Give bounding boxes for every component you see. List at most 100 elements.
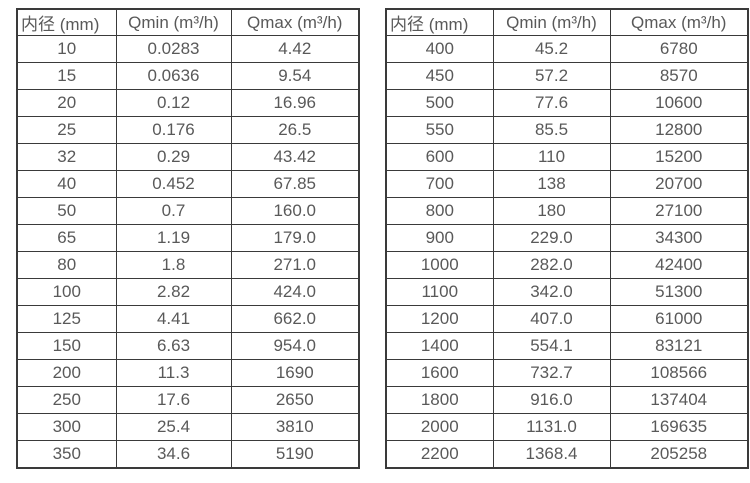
column-header: Qmax (m³/h) xyxy=(230,8,360,36)
table-row: 600 110 15200 xyxy=(385,143,749,171)
table-cell: 271.0 xyxy=(230,251,360,279)
table-cell: 34300 xyxy=(609,224,749,252)
table-cell: 0.176 xyxy=(115,116,232,144)
table-cell: 1368.4 xyxy=(492,440,611,468)
table-row: 20 0.12 16.96 xyxy=(16,89,360,117)
table-row: 1800 916.0 137404 xyxy=(385,386,749,414)
table-cell: 179.0 xyxy=(230,224,360,252)
table-cell: 282.0 xyxy=(492,251,611,279)
table-cell: 1200 xyxy=(385,305,494,333)
table-cell: 11.3 xyxy=(115,359,232,387)
table-cell: 450 xyxy=(385,62,494,90)
column-header: 内径 (mm) xyxy=(16,8,117,36)
table-cell: 1690 xyxy=(230,359,360,387)
table-cell: 12800 xyxy=(609,116,749,144)
table-cell: 229.0 xyxy=(492,224,611,252)
table-cell: 2650 xyxy=(230,386,360,414)
table-cell: 954.0 xyxy=(230,332,360,360)
table-cell: 25.4 xyxy=(115,413,232,441)
table-cell: 45.2 xyxy=(492,35,611,63)
table-cell: 6780 xyxy=(609,35,749,63)
table-row: 100 2.82 424.0 xyxy=(16,278,360,306)
header-row: 内径 (mm) Qmin (m³/h) Qmax (m³/h) xyxy=(385,8,749,36)
table-cell: 2000 xyxy=(385,413,494,441)
table-cell: 1100 xyxy=(385,278,494,306)
table-row: 40 0.452 67.85 xyxy=(16,170,360,198)
table-cell: 9.54 xyxy=(230,62,360,90)
table-row: 1000 282.0 42400 xyxy=(385,251,749,279)
column-header: Qmin (m³/h) xyxy=(115,8,232,36)
table-cell: 550 xyxy=(385,116,494,144)
column-header: Qmin (m³/h) xyxy=(492,8,611,36)
table-cell: 10 xyxy=(16,35,117,63)
table-cell: 15 xyxy=(16,62,117,90)
table-cell: 138 xyxy=(492,170,611,198)
table-cell: 1.8 xyxy=(115,251,232,279)
table-cell: 110 xyxy=(492,143,611,171)
table-cell: 0.452 xyxy=(115,170,232,198)
table-row: 450 57.2 8570 xyxy=(385,62,749,90)
table-cell: 0.29 xyxy=(115,143,232,171)
table-row: 1100 342.0 51300 xyxy=(385,278,749,306)
table-row: 1200 407.0 61000 xyxy=(385,305,749,333)
table-row: 150 6.63 954.0 xyxy=(16,332,360,360)
table-cell: 0.7 xyxy=(115,197,232,225)
tables-wrap: 内径 (mm) Qmin (m³/h) Qmax (m³/h) 10 0.0283 4.4… xyxy=(16,8,749,469)
table-row: 200 11.3 1690 xyxy=(16,359,360,387)
column-header: Qmax (m³/h) xyxy=(609,8,749,36)
table-cell: 20700 xyxy=(609,170,749,198)
table-cell: 32 xyxy=(16,143,117,171)
table-row: 125 4.41 662.0 xyxy=(16,305,360,333)
table-row: 700 138 20700 xyxy=(385,170,749,198)
table-row: 550 85.5 12800 xyxy=(385,116,749,144)
table-cell: 1131.0 xyxy=(492,413,611,441)
table-cell: 67.85 xyxy=(230,170,360,198)
table-cell: 34.6 xyxy=(115,440,232,468)
table-cell: 2200 xyxy=(385,440,494,468)
table-row: 1400 554.1 83121 xyxy=(385,332,749,360)
table-cell: 43.42 xyxy=(230,143,360,171)
table-cell: 700 xyxy=(385,170,494,198)
table-row: 250 17.6 2650 xyxy=(16,386,360,414)
table-cell: 8570 xyxy=(609,62,749,90)
table-row: 300 25.4 3810 xyxy=(16,413,360,441)
table-cell: 1400 xyxy=(385,332,494,360)
table-cell: 27100 xyxy=(609,197,749,225)
table-cell: 16.96 xyxy=(230,89,360,117)
table-cell: 42400 xyxy=(609,251,749,279)
table-cell: 83121 xyxy=(609,332,749,360)
table-cell: 900 xyxy=(385,224,494,252)
table-cell: 80 xyxy=(16,251,117,279)
table-cell: 205258 xyxy=(609,440,749,468)
table-cell: 554.1 xyxy=(492,332,611,360)
table-row: 2000 1131.0 169635 xyxy=(385,413,749,441)
table-cell: 108566 xyxy=(609,359,749,387)
column-header: 内径 (mm) xyxy=(385,8,494,36)
table-row: 1600 732.7 108566 xyxy=(385,359,749,387)
table-cell: 26.5 xyxy=(230,116,360,144)
table-cell: 3810 xyxy=(230,413,360,441)
table-cell: 916.0 xyxy=(492,386,611,414)
table-cell: 50 xyxy=(16,197,117,225)
table-row: 32 0.29 43.42 xyxy=(16,143,360,171)
table-cell: 424.0 xyxy=(230,278,360,306)
table-cell: 57.2 xyxy=(492,62,611,90)
table-cell: 0.0636 xyxy=(115,62,232,90)
table-cell: 77.6 xyxy=(492,89,611,117)
table-row: 800 180 27100 xyxy=(385,197,749,225)
table-cell: 17.6 xyxy=(115,386,232,414)
table-row: 10 0.0283 4.42 xyxy=(16,35,360,63)
table-row: 350 34.6 5190 xyxy=(16,440,360,468)
table-cell: 40 xyxy=(16,170,117,198)
table-cell: 15200 xyxy=(609,143,749,171)
table-cell: 800 xyxy=(385,197,494,225)
flow-table-large-diameter: 内径 (mm) Qmin (m³/h) Qmax (m³/h) 400 45.2 6780… xyxy=(385,8,749,469)
table-cell: 400 xyxy=(385,35,494,63)
table-cell: 5190 xyxy=(230,440,360,468)
table-cell: 20 xyxy=(16,89,117,117)
flow-table-small-diameter: 内径 (mm) Qmin (m³/h) Qmax (m³/h) 10 0.0283 4.4… xyxy=(16,8,360,469)
table-cell: 169635 xyxy=(609,413,749,441)
table-row: 25 0.176 26.5 xyxy=(16,116,360,144)
table-cell: 500 xyxy=(385,89,494,117)
